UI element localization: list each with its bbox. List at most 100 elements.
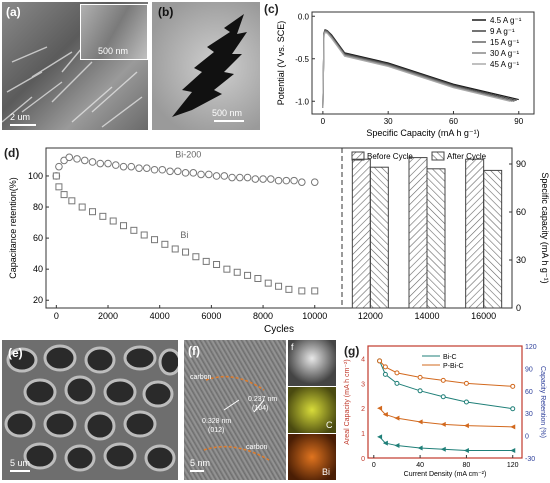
data-point-bi: [89, 208, 97, 216]
bar-after-cycle: [369, 166, 389, 309]
series-label-bi: Bi: [180, 230, 188, 240]
panel-e-label: (e): [8, 346, 23, 360]
data-point-bi: [311, 287, 319, 295]
plot-frame: [311, 11, 535, 115]
data-point-bi-200: [259, 175, 267, 183]
data-point: [382, 371, 388, 377]
y-tick-label: 2: [361, 406, 365, 413]
data-point-bi: [171, 245, 179, 253]
legend-label: 4.5 A g⁻¹: [490, 16, 522, 25]
y-tick-label: 60: [33, 233, 43, 243]
porous-network: [4, 344, 178, 472]
data-point-bi: [244, 271, 252, 279]
y-tick-label: 0.0: [298, 12, 310, 21]
data-point-bi-200: [290, 176, 298, 185]
data-point-bi-200: [220, 172, 229, 180]
dendrite-shape: [172, 14, 247, 117]
data-point-bi-200: [274, 176, 283, 185]
map-bismuth-image: Bi: [288, 434, 336, 480]
x-tick-label: 4000: [150, 311, 170, 321]
panel-e-scale-bar: [10, 470, 30, 472]
annotation-plane-104: (104): [252, 405, 269, 412]
lattice-annotations: [203, 375, 270, 461]
data-point: [377, 358, 383, 364]
y-tick-label: 20: [33, 295, 43, 305]
x-tick-label: 60: [449, 117, 458, 126]
data-point-bi-200: [228, 173, 236, 182]
x-tick-label: 16000: [471, 311, 496, 321]
data-point: [463, 448, 469, 454]
data-point-bi: [161, 240, 169, 248]
data-point-bi: [264, 279, 272, 287]
data-point: [394, 415, 400, 421]
y2-tick-label: 0: [525, 434, 529, 441]
data-point: [377, 434, 383, 440]
panel-a-inset: [80, 4, 148, 60]
y2-axis-title: Specific capacity (mA h g⁻¹): [540, 172, 550, 283]
data-point-bi: [192, 253, 200, 261]
data-point-bi-200: [212, 172, 221, 180]
data-point-bi-200: [80, 156, 89, 165]
data-point-bi-200: [243, 173, 252, 182]
legend-label-after: After Cycle: [447, 152, 487, 161]
legend-label-before: Before Cycle: [367, 152, 413, 161]
y-tick-label: -1.0: [295, 97, 309, 106]
data-point-bi-200: [189, 169, 198, 177]
chart-d: 0 2000 4000 6000 8000 10000 20 40 60 80 100 Cycles C…: [8, 147, 550, 335]
map-carbon-image: C: [288, 387, 336, 433]
x-tick-label: 2000: [98, 311, 118, 321]
x-tick-label: 6000: [201, 311, 221, 321]
x-axis-title: Cycles: [264, 324, 294, 335]
x-axis-title: Specific Capacity (mA h g⁻¹): [366, 128, 479, 138]
chart-c: 0 30 60 90 0.0 -0.5 -1.0 Specific Capacity (mA …: [276, 11, 535, 138]
data-point-bi-200: [111, 161, 120, 169]
panel-d-label: (d): [4, 146, 20, 160]
panel-e-scale-text: 5 um: [10, 458, 31, 468]
data-point-bi-200: [73, 155, 81, 163]
data-point-bi-200: [236, 173, 244, 182]
y2-tick-label: 60: [525, 389, 533, 396]
y-axis-title: Potential (V vs. SCE): [276, 21, 286, 106]
map-carbon-label: C: [326, 420, 333, 430]
data-point-bi-200: [298, 178, 306, 186]
y2-tick-label: 90: [516, 159, 526, 169]
panel-e-sem-image: (e) 5 um: [2, 340, 178, 480]
series-line: [379, 407, 513, 428]
panel-f-scale-text: 5 nm: [190, 458, 211, 468]
data-point: [382, 440, 388, 446]
panel-b-label: (b): [158, 5, 174, 19]
data-point-bi-200: [135, 164, 143, 172]
panel-a-sem-image: (a) 500 nm 2 um: [2, 2, 148, 130]
y-tick-label: 100: [28, 171, 43, 181]
annotation-d-spacing-012: 0.328 nm: [202, 418, 232, 425]
bar-before-cycle: [408, 157, 428, 309]
x-tick-label: 10000: [302, 311, 327, 321]
x-axis-title: Current Density (mA cm⁻²): [404, 471, 487, 478]
data-point: [463, 423, 469, 429]
data-point-bi-200: [204, 170, 213, 179]
panel-f-hrtem-image: (f) carbon 0.328 nm (012) 0.237 nm (104)…: [184, 340, 286, 480]
data-point-bi-200: [166, 167, 174, 176]
data-point: [394, 370, 400, 376]
panel-b-scale-text: 500 nm: [212, 108, 243, 118]
data-point-bi-200: [181, 169, 190, 177]
panel-b-scale-bar: [214, 120, 244, 122]
y-tick-label: 4: [361, 356, 365, 363]
data-point-bi-200: [197, 170, 205, 179]
panel-a-inset-scale: 500 nm: [98, 46, 129, 56]
data-point: [394, 443, 400, 449]
x-tick-label: 80: [463, 462, 471, 469]
plot-frame: [367, 345, 523, 459]
y-tick-label: 3: [361, 381, 365, 388]
panel-b-tem-image: (b) 500 nm: [152, 2, 260, 130]
data-point-bi: [298, 287, 306, 295]
x-tick-label: 0: [372, 462, 376, 469]
data-point-bi: [60, 191, 68, 199]
series-line: [322, 31, 511, 109]
bar-after-cycle: [483, 169, 503, 309]
data-point-bi-200: [251, 175, 260, 183]
data-point: [440, 446, 446, 452]
y-axis-title: Areal Capacity (mA h cm⁻²): [344, 359, 351, 444]
y2-tick-label: 30: [516, 255, 526, 265]
map-bismuth-label: Bi: [322, 467, 331, 477]
